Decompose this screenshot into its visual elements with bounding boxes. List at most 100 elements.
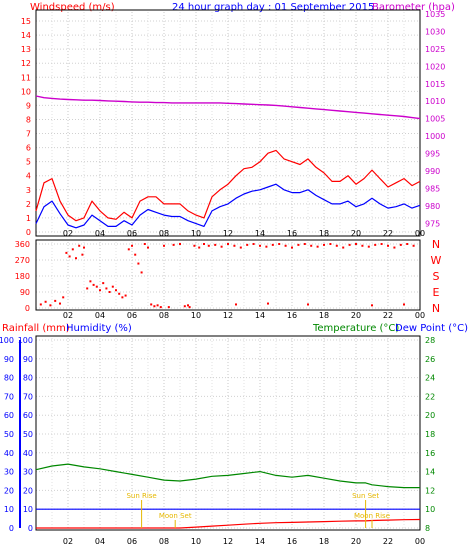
x-tick-label: 10 [191, 537, 201, 546]
panel1-series [35, 95, 421, 229]
y-tick-label-rainfall: 100 [0, 336, 14, 345]
y-tick-label-windspeed: 9 [26, 101, 31, 110]
wind-direction-point [179, 243, 181, 245]
wind-direction-point [291, 246, 293, 249]
wind-direction-point [303, 243, 306, 245]
x-tick-label: 18 [319, 311, 329, 320]
chart-title: 24 hour graph day : 01 September 2015 [172, 2, 374, 13]
barometer-axis-label: Barometer (hpa) [372, 2, 455, 13]
wind-direction-point [49, 304, 52, 307]
wind-direction-point [355, 243, 357, 245]
y-tick-label-humidity: 40 [23, 449, 33, 458]
y-tick-label-barometer: 1025 [425, 45, 445, 54]
wind-direction-point [89, 280, 92, 283]
x-tick-label: 14 [255, 537, 265, 546]
wind-direction-point [307, 303, 309, 306]
x-tick-label: 02 [63, 537, 73, 546]
compass-label: W [431, 254, 442, 267]
wind-direction-point [361, 244, 364, 247]
y-tick-label-rainfall: 20 [4, 486, 14, 495]
y-tick-label-rainfall: 0 [9, 524, 14, 533]
y-tick-label-humidity: 90 [23, 355, 33, 364]
y-tick-label-windspeed: 8 [26, 115, 31, 124]
wind-direction-point [403, 303, 405, 306]
wind-direction-point [124, 294, 127, 297]
wind-direction-point [153, 305, 156, 308]
temperature-series-line [35, 463, 420, 489]
wind-direction-point [127, 248, 130, 251]
wind-direction-point [68, 255, 71, 258]
compass-label: E [433, 286, 440, 299]
windspeed-axis-label: Windspeed (m/s) [30, 2, 115, 13]
y-tick-label-barometer: 985 [425, 184, 440, 193]
x-tick-label: 02 [63, 229, 73, 238]
x-tick-label: 00 [415, 537, 425, 546]
wind-direction-point [137, 262, 140, 265]
compass-label: N [432, 302, 440, 315]
x-tick-label: 20 [351, 537, 361, 546]
y-tick-label-temperature: 10 [425, 505, 435, 514]
y-tick-label-humidity: 30 [23, 468, 33, 477]
y-tick-label-rainfall: 80 [4, 374, 14, 383]
wind-direction-point [86, 287, 89, 290]
wind-direction-point [147, 246, 149, 249]
wind-direction-point [102, 282, 105, 285]
event-label: Sun Rise [126, 492, 156, 500]
temperature-axis-label: Temperature (°C) [312, 323, 399, 334]
wind-direction-point [115, 289, 117, 292]
wind-direction-point [278, 243, 281, 245]
wind-direction-point [95, 285, 98, 288]
wind-direction-point [227, 243, 229, 245]
y-tick-label-windspeed: 5 [26, 158, 31, 167]
rainfall-series-line [36, 518, 421, 529]
average-windspeed-series-line [35, 183, 421, 229]
x-tick-label: 16 [287, 311, 297, 320]
x-tick-label: 08 [159, 537, 169, 546]
x-tick-label: 20 [351, 311, 361, 320]
wind-direction-point [371, 304, 373, 307]
y-tick-label-windspeed: 4 [26, 172, 31, 181]
wind-direction-point [367, 245, 370, 248]
y-tick-label-windspeed: 11 [21, 73, 31, 82]
wind-direction-point [259, 244, 261, 247]
wind-direction-point [335, 244, 338, 247]
y-tick-label-temperature: 28 [425, 336, 435, 345]
wind-direction-point [329, 243, 332, 245]
y-tick-label-temperature: 18 [425, 430, 435, 439]
y-tick-label-temperature: 14 [425, 468, 435, 477]
y-tick-label-barometer: 1010 [425, 97, 445, 106]
y-tick-label-humidity: 80 [23, 374, 33, 383]
y-tick-label-temperature: 22 [425, 392, 435, 401]
wind-direction-point [220, 245, 223, 248]
wind-direction-point [81, 253, 84, 256]
wind-direction-point [239, 246, 242, 249]
y-tick-label-windspeed: 15 [21, 17, 31, 26]
x-tick-label: 12 [223, 537, 233, 546]
x-tick-label: 22 [383, 537, 393, 546]
wind-direction-point [207, 244, 210, 247]
x-tick-label: 10 [191, 311, 201, 320]
wind-direction-point [105, 287, 108, 290]
wind-direction-point [265, 245, 268, 248]
wind-direction-point [134, 253, 137, 256]
y-tick-label-barometer: 1035 [425, 10, 445, 19]
y-tick-label-windspeed: 1 [26, 214, 31, 223]
wind-direction-point [143, 243, 146, 245]
y-tick-label-windspeed: 13 [21, 45, 31, 54]
wind-direction-point [214, 243, 217, 246]
wind-direction-point [156, 304, 159, 307]
wind-direction-point [59, 302, 61, 305]
x-tick-label: 04 [95, 229, 105, 238]
compass-label: N [432, 238, 440, 251]
x-tick-label: 14 [255, 311, 265, 320]
wind-direction-point [121, 296, 124, 299]
wind-direction-point [235, 303, 237, 306]
wind-direction-point [78, 244, 81, 247]
wind-direction-point [183, 305, 186, 308]
wind-direction-point [99, 289, 101, 292]
y-tick-label-barometer: 995 [425, 150, 440, 159]
wind-direction-point [412, 244, 415, 247]
y-tick-label-temperature: 24 [425, 374, 435, 383]
y-tick-label-rainfall: 10 [4, 505, 14, 514]
